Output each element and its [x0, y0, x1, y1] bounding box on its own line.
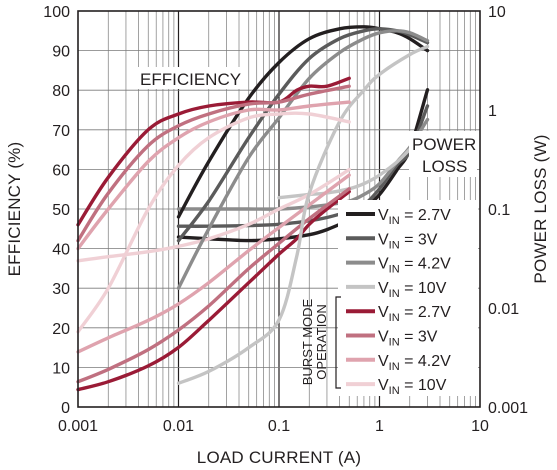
legend-label: VIN = 10V	[378, 280, 447, 300]
legend-label: VIN = 4.2V	[378, 353, 451, 373]
y-left-tick-label: 40	[52, 242, 70, 259]
x-axis-label: LOAD CURRENT (A)	[197, 448, 361, 467]
y-left-tick-label: 10	[52, 360, 70, 377]
x-tick-label: 0.001	[58, 418, 98, 435]
y-right-tick-label: 0.1	[488, 202, 510, 219]
x-tick-label: 0.1	[268, 418, 290, 435]
y-left-tick-label: 90	[52, 44, 70, 61]
series-line-pwm-efficiency-3	[176, 44, 430, 385]
y-left-tick-label: 30	[52, 281, 70, 298]
power-loss-annotation: POWER LOSS	[409, 131, 477, 177]
legend-label: VIN = 3V	[378, 329, 438, 349]
legend-label: VIN = 3V	[378, 231, 438, 251]
y-right-tick-label: 0.01	[488, 301, 519, 318]
series-line-burst-power-loss-14	[76, 173, 351, 354]
legend-label: VIN = 2.7V	[378, 207, 451, 227]
x-tick-label: 0.01	[163, 418, 194, 435]
y-axis-right-label: POWER LOSS (W)	[531, 134, 550, 283]
series-line-pwm-power-loss-11	[277, 130, 430, 200]
legend-label: VIN = 4.2V	[378, 256, 451, 276]
x-tick-label: 1	[375, 418, 384, 435]
legend-label: VIN = 2.7V	[378, 304, 451, 324]
series-line-burst-efficiency-5	[76, 84, 351, 243]
y-right-tick-label: 0.001	[488, 400, 528, 417]
y-left-tick-label: 0	[61, 400, 70, 417]
power-loss-annotation-line1: POWER	[412, 135, 476, 154]
y-left-tick-label: 70	[52, 123, 70, 140]
y-left-tick-label: 100	[43, 4, 70, 21]
y-left-tick-label: 60	[52, 162, 70, 179]
series-line-burst-efficiency-4	[76, 76, 351, 227]
legend: VIN = 2.7V VIN = 3V VIN = 4.2V VIN = 10V VIN…	[300, 200, 478, 397]
efficiency-annotation: EFFICIENCY	[136, 67, 242, 89]
tick-labels: 0.001 0.01 0.1 1 1001020304050607080901000.0…	[43, 4, 528, 435]
x-tick-label: 10	[471, 418, 489, 435]
efficiency-series	[76, 25, 430, 385]
series-line-burst-power-loss-13	[76, 187, 351, 384]
burst-mode-label-line1: BURST MODE	[300, 298, 315, 385]
power-loss-annotation-line2: LOSS	[422, 157, 467, 176]
series-line-pwm-efficiency-2	[176, 29, 430, 290]
y-left-tick-label: 80	[52, 83, 70, 100]
series-line-burst-efficiency-7	[76, 111, 351, 334]
y-left-tick-label: 20	[52, 321, 70, 338]
y-axis-left-label: EFFICIENCY (%)	[5, 142, 24, 277]
efficiency-annotation-text: EFFICIENCY	[140, 70, 241, 89]
burst-mode-label-line2: OPERATION	[314, 304, 329, 380]
legend-label: VIN = 10V	[378, 377, 447, 397]
y-left-tick-label: 50	[52, 202, 70, 219]
y-right-tick-label: 10	[488, 4, 506, 21]
plot-frame	[77, 10, 481, 408]
burst-bracket	[335, 296, 341, 389]
y-right-tick-label: 1	[488, 103, 497, 120]
legend-background	[338, 200, 478, 396]
series-line-burst-power-loss-12	[76, 189, 351, 392]
series-line-burst-efficiency-6	[76, 100, 351, 251]
series-line-burst-power-loss-15	[76, 167, 351, 263]
series-line-pwm-efficiency-0	[176, 25, 430, 219]
